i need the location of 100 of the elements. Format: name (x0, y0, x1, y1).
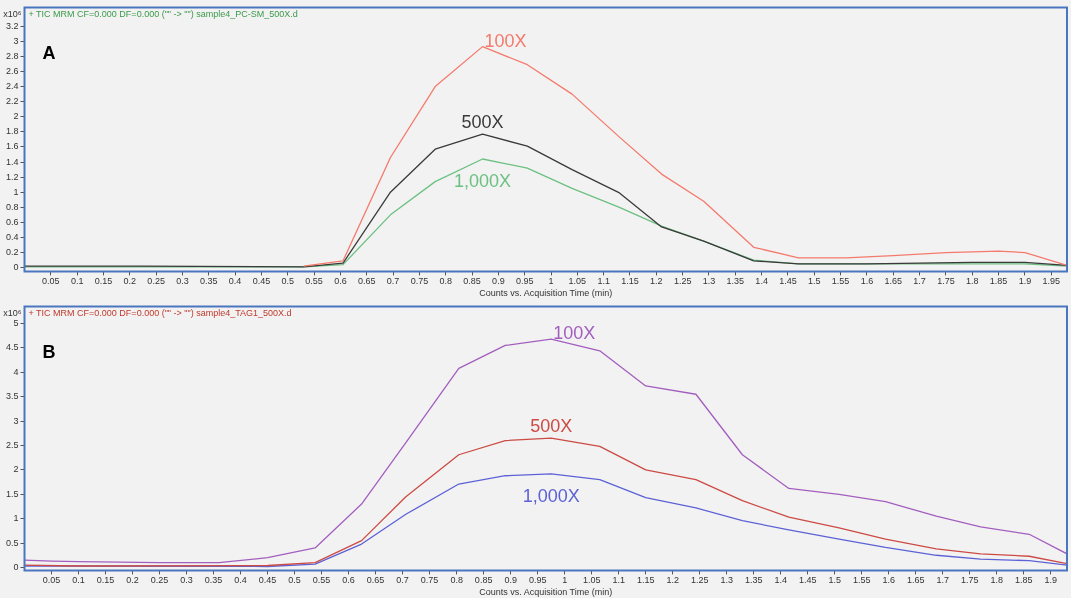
x-tick-label: 1.1 (612, 575, 625, 586)
y-tick-label: 4.5 (6, 342, 19, 353)
x-axis-title: Counts vs. Acquisition Time (min) (479, 587, 613, 598)
series-label: 100X (553, 323, 596, 344)
y-tick-label: 1 (13, 186, 19, 197)
x-tick-label: 0.6 (334, 276, 347, 287)
x-tick-label: 1.7 (913, 276, 926, 287)
x-tick-label: 0.95 (528, 575, 547, 586)
x-tick-label: 1.25 (690, 575, 709, 586)
y-tick-label: 0.4 (6, 231, 19, 242)
y-tick-label: 4 (13, 366, 19, 377)
series-label: 500X (530, 416, 573, 437)
text: A (42, 43, 56, 64)
x-tick-label: 1.1 (597, 276, 610, 287)
y-tick-label: 1.2 (6, 171, 19, 182)
x-tick-label: 1.35 (726, 276, 745, 287)
x-tick-label: 1.7 (936, 575, 950, 586)
x-tick-label: 1.9 (1018, 276, 1032, 287)
y-tick-label: 1.6 (6, 141, 19, 152)
x-tick-label: 0.9 (504, 575, 517, 586)
x-tick-label: 1.15 (621, 276, 639, 287)
x-tick-label: 0.65 (357, 276, 376, 287)
x-tick-label: 0.85 (474, 575, 493, 586)
y-tick-label: 0.6 (6, 216, 19, 227)
x-tick-label: 0.1 (70, 276, 84, 287)
x-tick-label: 1.55 (852, 575, 871, 586)
x-tick-label: 0.8 (439, 276, 452, 287)
y-tick-label: 1.5 (6, 488, 19, 499)
y-tick-label: 3 (13, 35, 19, 46)
x-tick-label: 0.95 (515, 276, 534, 287)
series-label: 1,000X (522, 485, 580, 506)
y-tick-label: 2.4 (6, 81, 19, 92)
chart-subtitle: + TIC MRM CF=0.000 DF=0.000 ("" -> "") sample4_TAG1_500X.d (28, 308, 292, 319)
x-tick-label: 0.35 (200, 276, 218, 287)
y-tick-label: 1.8 (6, 126, 19, 137)
x-tick-label: 1.45 (798, 575, 817, 586)
x-tick-label: 0.7 (386, 276, 400, 287)
x-tick-label: 0.2 (123, 276, 137, 287)
x-tick-label: 1.9 (1044, 575, 1058, 586)
x-tick-label: 1.15 (636, 575, 655, 586)
x-tick-label: 1.25 (673, 276, 692, 287)
y-tick-label: 1 (13, 513, 19, 524)
x-tick-label: 1.4 (774, 575, 787, 586)
text: B (42, 342, 56, 363)
chart-subtitle: + TIC MRM CF=0.000 DF=0.000 ("" -> "") sample4_PC-SM_500X.d (28, 9, 298, 20)
y-tick-label: 2.2 (6, 96, 19, 107)
x-tick-label: 0.35 (204, 575, 223, 586)
x-tick-label: 1.55 (831, 276, 850, 287)
x-tick-label: 1.75 (937, 276, 955, 287)
x-tick-label: 0.1 (72, 575, 85, 586)
x-tick-label: 1.65 (884, 276, 903, 287)
x-tick-label: 1.65 (906, 575, 925, 586)
x-tick-label: 0.55 (312, 575, 331, 586)
x-tick-label: 0.25 (150, 575, 169, 586)
x-tick-label: 0.15 (94, 276, 113, 287)
x-tick-label: 0.15 (96, 575, 115, 586)
x-tick-label: 1.3 (720, 575, 733, 586)
x-tick-label: 0.7 (396, 575, 409, 586)
y-tick-label: 2.8 (6, 50, 19, 61)
x-tick-label: 1.95 (1042, 276, 1060, 287)
y-tick-label: 5 (13, 317, 19, 328)
y-tick-label: 3.5 (6, 391, 19, 402)
x-tick-label: 0.75 (420, 575, 439, 586)
x-tick-label: 0.25 (147, 276, 165, 287)
y-tick-label: 3.2 (6, 20, 19, 31)
x-tick-label: 1 (548, 276, 554, 287)
x-tick-label: 1.05 (582, 575, 601, 586)
y-axis-title: x10⁶ (3, 308, 22, 319)
y-tick-label: 2.6 (6, 66, 19, 76)
x-tick-label: 0.3 (176, 276, 189, 287)
x-tick-label: 0.9 (492, 276, 505, 287)
x-tick-label: 1.2 (650, 276, 663, 287)
x-tick-label: 1.8 (965, 276, 979, 287)
y-tick-label: 2.5 (6, 439, 19, 450)
x-tick-label: 1.6 (882, 575, 896, 586)
x-tick-label: 0.8 (450, 575, 463, 586)
series-label: 1,000X (454, 170, 512, 191)
x-tick-label: 0.55 (305, 276, 323, 287)
x-tick-label: 0.4 (228, 276, 242, 287)
x-tick-label: 0.85 (463, 276, 481, 287)
x-tick-label: 0.2 (126, 575, 139, 586)
y-tick-label: 1.4 (6, 156, 19, 167)
x-tick-label: 0.05 (42, 276, 60, 287)
x-tick-label: 0.05 (42, 575, 61, 586)
y-tick-label: 2 (13, 111, 19, 122)
x-tick-label: 0.75 (410, 276, 429, 287)
x-tick-label: 1.85 (989, 276, 1008, 287)
y-tick-label: 0.5 (6, 537, 19, 548)
x-tick-label: 1.35 (744, 575, 763, 586)
series-label: 500X (461, 112, 504, 133)
x-tick-label: 1 (562, 575, 568, 586)
y-tick-label: 0.2 (6, 247, 19, 258)
series-label: 100X (484, 30, 527, 51)
x-tick-label: 1.5 (828, 575, 841, 586)
y-tick-label: 0.8 (6, 201, 19, 212)
x-tick-label: 1.4 (755, 276, 768, 287)
y-tick-label: 3 (13, 415, 19, 426)
x-tick-label: 1.85 (1015, 575, 1033, 586)
x-tick-label: 0.6 (342, 575, 355, 586)
x-tick-label: 0.65 (366, 575, 385, 586)
